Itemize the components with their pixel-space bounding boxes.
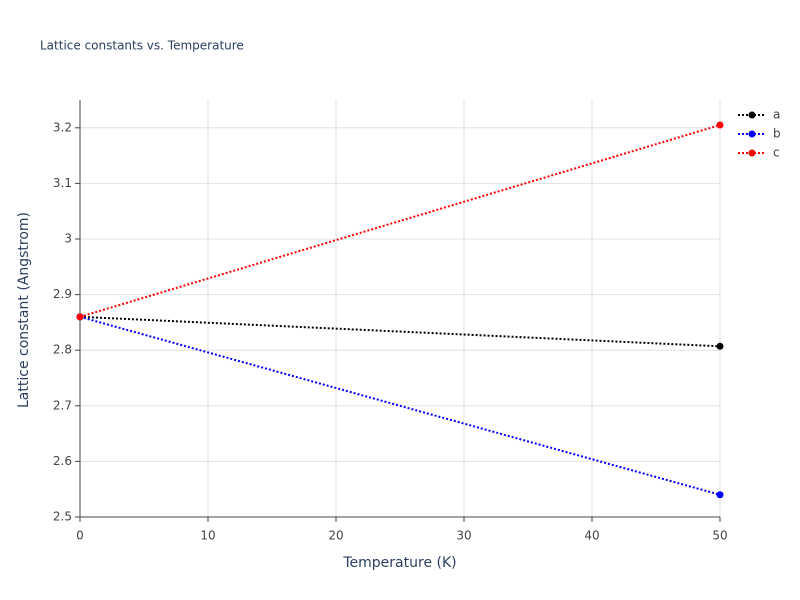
x-tick-label: 30 — [456, 529, 471, 543]
x-tick-label: 40 — [584, 529, 599, 543]
series-line — [79, 315, 721, 348]
x-axis-label: Temperature (K) — [342, 555, 456, 571]
data-point — [76, 313, 84, 321]
y-tick-label: 2.5 — [53, 510, 72, 524]
y-tick-label: 2.9 — [53, 287, 72, 301]
data-point — [716, 121, 724, 129]
legend-marker — [748, 149, 756, 157]
x-tick-label: 0 — [76, 529, 84, 543]
legend-marker — [748, 130, 756, 138]
legend-label: c — [773, 146, 780, 160]
chart-title: Lattice constants vs. Temperature — [40, 39, 244, 53]
y-tick-label: 2.7 — [53, 398, 72, 412]
y-tick-label: 3.1 — [53, 176, 72, 190]
y-tick-label: 2.6 — [53, 454, 72, 468]
x-tick-label: 10 — [200, 529, 215, 543]
data-point — [716, 342, 724, 350]
series-line — [79, 124, 721, 318]
x-tick-label: 20 — [328, 529, 343, 543]
y-tick-label: 3 — [64, 232, 72, 246]
legend-label: b — [773, 127, 781, 141]
y-tick-label: 2.8 — [53, 343, 72, 357]
legend-label: a — [773, 108, 780, 122]
data-point — [716, 491, 724, 499]
y-axis-label: Lattice constant (Angstrom) — [16, 212, 32, 408]
legend-marker — [748, 111, 756, 119]
x-tick-label: 50 — [712, 529, 727, 543]
series-line — [79, 315, 721, 496]
y-tick-label: 3.2 — [53, 120, 72, 134]
